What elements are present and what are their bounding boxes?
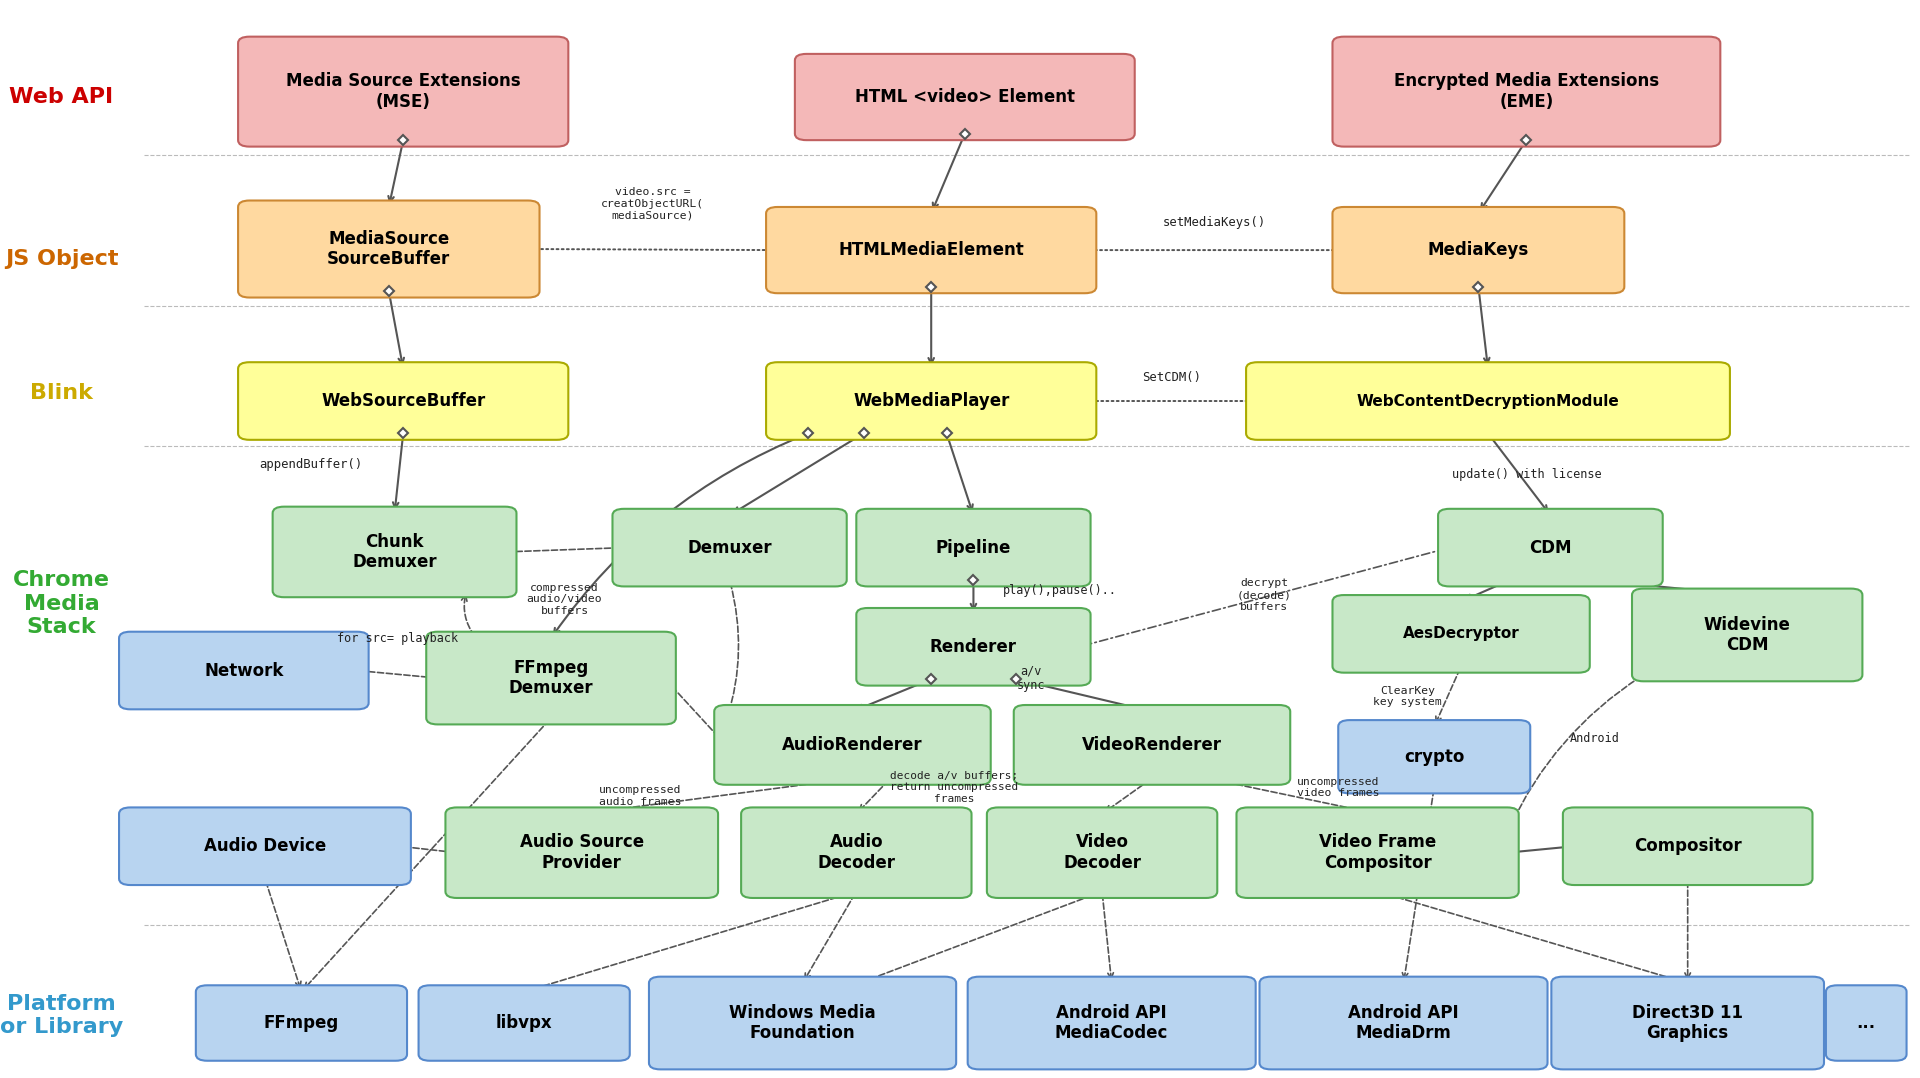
Text: WebMediaPlayer: WebMediaPlayer <box>852 392 1010 410</box>
Text: HTMLMediaElement: HTMLMediaElement <box>839 241 1023 259</box>
FancyBboxPatch shape <box>766 207 1096 293</box>
FancyBboxPatch shape <box>1246 362 1730 440</box>
Text: appendBuffer(): appendBuffer() <box>259 458 363 471</box>
FancyBboxPatch shape <box>856 509 1091 586</box>
Text: JS Object: JS Object <box>4 249 119 268</box>
Text: MediaKeys: MediaKeys <box>1428 241 1528 259</box>
Text: Windows Media
Foundation: Windows Media Foundation <box>730 1004 876 1042</box>
Text: ...: ... <box>1857 1014 1876 1032</box>
FancyBboxPatch shape <box>1563 807 1812 885</box>
Text: SetCDM(): SetCDM() <box>1142 371 1200 384</box>
FancyBboxPatch shape <box>238 201 540 298</box>
FancyBboxPatch shape <box>1826 985 1907 1061</box>
Text: libvpx: libvpx <box>495 1014 553 1032</box>
Text: AudioRenderer: AudioRenderer <box>781 736 924 754</box>
Text: uncompressed
audio frames: uncompressed audio frames <box>599 785 682 807</box>
Text: Pipeline: Pipeline <box>935 539 1012 556</box>
Text: Video Frame
Compositor: Video Frame Compositor <box>1319 833 1436 872</box>
FancyBboxPatch shape <box>1332 207 1624 293</box>
Text: Chrome
Media
Stack: Chrome Media Stack <box>13 570 109 637</box>
Text: ClearKey
key system: ClearKey key system <box>1373 686 1442 707</box>
Text: CDM: CDM <box>1528 539 1572 556</box>
Text: Android: Android <box>1571 732 1619 746</box>
Text: Blink: Blink <box>31 384 92 403</box>
Text: Video
Decoder: Video Decoder <box>1064 833 1140 872</box>
FancyBboxPatch shape <box>714 705 991 785</box>
Text: Chunk
Demuxer: Chunk Demuxer <box>351 533 438 571</box>
Text: crypto: crypto <box>1404 748 1465 765</box>
Text: HTML <video> Element: HTML <video> Element <box>854 88 1075 106</box>
Text: decrypt
(decode)
buffers: decrypt (decode) buffers <box>1236 579 1292 611</box>
Text: Web API: Web API <box>10 87 113 107</box>
Text: FFmpeg: FFmpeg <box>263 1014 340 1032</box>
Text: Audio Device: Audio Device <box>204 838 326 855</box>
FancyBboxPatch shape <box>426 632 676 724</box>
Text: for src= playback: for src= playback <box>336 632 459 645</box>
FancyBboxPatch shape <box>766 362 1096 440</box>
Text: Media Source Extensions
(MSE): Media Source Extensions (MSE) <box>286 72 520 111</box>
Text: play(),pause()..: play(),pause().. <box>1002 584 1117 597</box>
Text: decode a/v buffers;
return uncompressed
frames: decode a/v buffers; return uncompressed … <box>891 771 1018 804</box>
FancyBboxPatch shape <box>1551 977 1824 1069</box>
Text: WebSourceBuffer: WebSourceBuffer <box>321 392 486 410</box>
FancyBboxPatch shape <box>1236 807 1519 898</box>
FancyBboxPatch shape <box>1260 977 1548 1069</box>
FancyBboxPatch shape <box>273 507 516 597</box>
FancyBboxPatch shape <box>196 985 407 1061</box>
FancyBboxPatch shape <box>1438 509 1663 586</box>
Text: Audio Source
Provider: Audio Source Provider <box>520 833 643 872</box>
FancyBboxPatch shape <box>1014 705 1290 785</box>
Text: uncompressed
video frames: uncompressed video frames <box>1298 776 1380 799</box>
Text: Demuxer: Demuxer <box>687 539 772 556</box>
Text: compressed
audio/video
buffers: compressed audio/video buffers <box>526 583 603 616</box>
Text: Platform
or Library: Platform or Library <box>0 994 123 1037</box>
Text: AesDecryptor: AesDecryptor <box>1404 626 1519 641</box>
Text: MediaSource
SourceBuffer: MediaSource SourceBuffer <box>326 230 451 268</box>
FancyBboxPatch shape <box>795 54 1135 140</box>
FancyBboxPatch shape <box>987 807 1217 898</box>
Text: update() with license: update() with license <box>1452 468 1601 481</box>
FancyBboxPatch shape <box>612 509 847 586</box>
Text: Compositor: Compositor <box>1634 838 1741 855</box>
Text: Direct3D 11
Graphics: Direct3D 11 Graphics <box>1632 1004 1743 1042</box>
Text: Network: Network <box>204 662 284 679</box>
Text: WebContentDecryptionModule: WebContentDecryptionModule <box>1357 393 1619 409</box>
FancyBboxPatch shape <box>741 807 972 898</box>
Text: a/v
sync: a/v sync <box>1018 664 1044 692</box>
FancyBboxPatch shape <box>968 977 1256 1069</box>
FancyBboxPatch shape <box>649 977 956 1069</box>
FancyBboxPatch shape <box>1632 589 1862 681</box>
FancyBboxPatch shape <box>119 807 411 885</box>
Text: Android API
MediaCodec: Android API MediaCodec <box>1054 1004 1169 1042</box>
FancyBboxPatch shape <box>1338 720 1530 793</box>
Text: Audio
Decoder: Audio Decoder <box>818 833 895 872</box>
Text: setMediaKeys(): setMediaKeys() <box>1164 216 1265 229</box>
Text: VideoRenderer: VideoRenderer <box>1083 736 1221 754</box>
FancyBboxPatch shape <box>238 362 568 440</box>
FancyBboxPatch shape <box>119 632 369 709</box>
Text: video.src =
creatObjectURL(
mediaSource): video.src = creatObjectURL( mediaSource) <box>601 188 705 220</box>
FancyBboxPatch shape <box>419 985 630 1061</box>
Text: Widevine
CDM: Widevine CDM <box>1703 616 1791 654</box>
FancyBboxPatch shape <box>856 608 1091 686</box>
Text: Renderer: Renderer <box>929 638 1018 655</box>
Text: FFmpeg
Demuxer: FFmpeg Demuxer <box>509 659 593 697</box>
Text: Encrypted Media Extensions
(EME): Encrypted Media Extensions (EME) <box>1394 72 1659 111</box>
FancyBboxPatch shape <box>1332 37 1720 147</box>
FancyBboxPatch shape <box>1332 595 1590 673</box>
Text: Android API
MediaDrm: Android API MediaDrm <box>1348 1004 1459 1042</box>
FancyBboxPatch shape <box>445 807 718 898</box>
FancyBboxPatch shape <box>238 37 568 147</box>
